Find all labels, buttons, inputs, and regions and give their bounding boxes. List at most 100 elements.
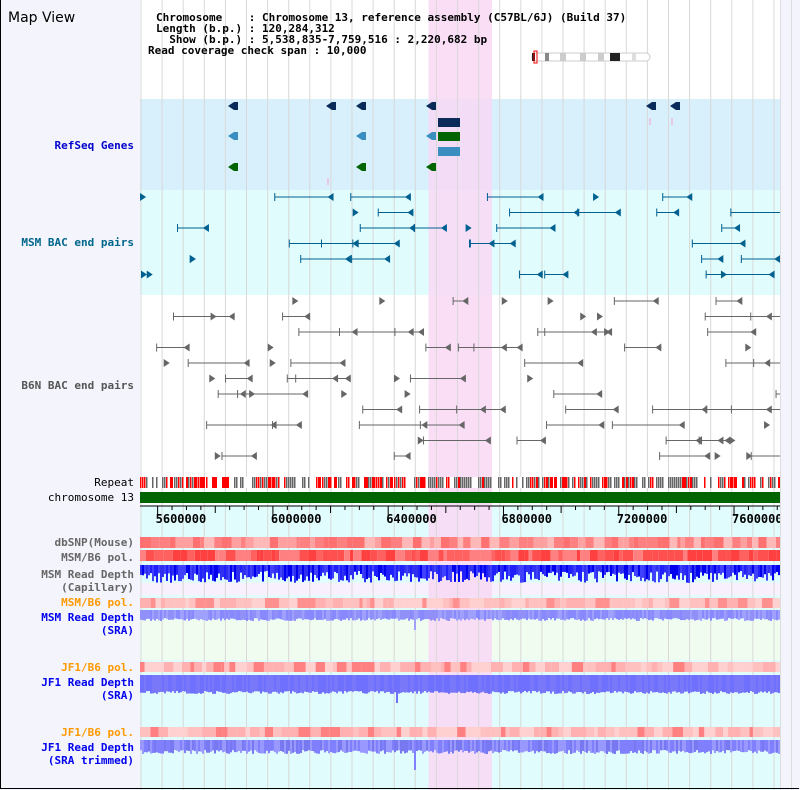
jf1-depth-sra-bar — [272, 675, 274, 692]
repeat-mark — [508, 477, 510, 488]
jf1-pol-cell — [336, 662, 347, 672]
msm-depth-sra-bar — [268, 610, 270, 621]
jf1-pol-cell — [315, 662, 325, 672]
msm-depth-cap-bar — [464, 565, 466, 580]
msm-depth-sra-bar — [546, 610, 548, 621]
msm-depth-sra-bar — [620, 610, 622, 619]
msm-depth-cap-bar — [614, 565, 616, 575]
msm-depth-cap-bar — [462, 565, 464, 582]
jf1-depth-sra-bar — [550, 675, 552, 694]
msm-pol-sra-cell — [205, 598, 215, 608]
jf1-depth-trim-bar — [720, 740, 722, 753]
msm-depth-sra-bar — [472, 610, 474, 620]
msm-pol-cell — [652, 550, 659, 561]
track-label-msm-depth-sra[interactable]: MSM Read Depth (SRA) — [41, 611, 134, 637]
track-label-msm-b6-pol-sra[interactable]: MSM/B6 pol. — [61, 596, 134, 609]
repeat-mark — [174, 477, 176, 488]
msm-depth-cap-bar — [268, 565, 270, 577]
jf1-depth-trim-bar — [410, 740, 412, 751]
repeat-mark — [434, 477, 436, 488]
msm-depth-cap-bar — [316, 565, 318, 578]
msm-depth-sra-bar — [490, 610, 492, 619]
msm-depth-sra-bar — [198, 610, 200, 621]
repeat-mark — [744, 477, 746, 488]
track-label-msm-depth-capillary[interactable]: MSM Read Depth (Capillary) — [41, 568, 134, 594]
jf1-depth-trim-bar — [412, 740, 414, 753]
jf1-depth-sra-bar — [494, 675, 496, 693]
dbsnp-cell — [705, 537, 714, 548]
msm-depth-cap-bar — [560, 565, 562, 577]
jf1-depth-sra-bar — [214, 675, 216, 694]
jf1-depth-trim-bar — [190, 740, 192, 754]
msm-pol-sra-cell — [251, 598, 255, 608]
track-canvas[interactable] — [140, 0, 780, 790]
jf1-depth-sra-bar — [158, 675, 160, 693]
jf1-depth-sra-bar — [190, 675, 192, 694]
msm-depth-cap-bar — [304, 565, 306, 581]
track-label-jf1-b6-pol-2[interactable]: JF1/B6 pol. — [61, 726, 134, 739]
dbsnp-cell — [214, 537, 222, 548]
repeat-mark — [364, 477, 367, 488]
jf1-depth-trim-bar — [594, 740, 596, 754]
msm-depth-sra-bar — [164, 610, 166, 619]
jf1-depth-trim-bar — [622, 740, 624, 754]
jf1-depth-trim-bar — [656, 740, 658, 754]
track-label-jf1-b6-pol[interactable]: JF1/B6 pol. — [61, 661, 134, 674]
msm-depth-sra-bar — [278, 610, 280, 619]
jf1-pol2-cell — [490, 727, 498, 737]
repeat-mark — [606, 477, 608, 488]
msm-pol-sra-cell — [185, 598, 189, 608]
b6n-bac-pair-end — [612, 405, 619, 414]
msm-depth-cap-bar — [756, 565, 758, 579]
msm-depth-cap-bar — [628, 565, 630, 575]
jf1-pol-cell — [173, 662, 182, 672]
msm-pol-sra-cell — [609, 598, 613, 608]
jf1-pol2-cell — [683, 727, 694, 737]
track-label-dbsnp[interactable]: dbSNP(Mouse) — [54, 536, 134, 549]
msm-pol-sra-cell — [747, 598, 756, 608]
jf1-depth-trim-bar — [774, 740, 776, 753]
msm-depth-sra-bar — [420, 610, 422, 621]
msm-depth-sra-bar — [194, 610, 196, 619]
msm-depth-cap-bar — [158, 565, 160, 574]
jf1-depth-sra-bar — [194, 675, 196, 694]
jf1-depth-trim-bar — [572, 740, 574, 754]
track-label-jf1-depth-sra[interactable]: JF1 Read Depth (SRA) — [41, 676, 134, 702]
msm-depth-sra-bar — [560, 610, 562, 620]
track-label-msm-bac[interactable]: MSM BAC end pairs — [21, 236, 134, 249]
jf1-depth-sra-bar — [706, 675, 708, 692]
jf1-depth-sra-bar — [366, 675, 368, 694]
msm-depth-cap-bar — [738, 565, 740, 573]
b6n-bac-pair-end — [444, 343, 451, 352]
track-label-b6n-bac[interactable]: B6N BAC end pairs — [21, 379, 134, 392]
msm-depth-cap-bar — [446, 565, 448, 581]
msm-pol-sra-cell — [306, 598, 316, 608]
msm-depth-cap-bar — [256, 565, 258, 577]
msm-depth-sra-bar — [330, 610, 332, 621]
track-label-refseq[interactable]: RefSeq Genes — [54, 139, 134, 152]
jf1-depth-sra-bar — [186, 675, 188, 694]
msm-pol-cell — [361, 550, 367, 561]
msm-pol-cell — [411, 550, 416, 561]
msm-pol-cell — [667, 550, 675, 561]
msm-depth-cap-bar — [238, 565, 240, 582]
jf1-pol-cell — [769, 662, 776, 672]
track-label-jf1-depth-trimmed[interactable]: JF1 Read Depth (SRA trimmed) — [41, 741, 134, 767]
msm-depth-sra-bar — [462, 610, 464, 619]
repeat-mark — [366, 477, 369, 488]
jf1-depth-sra-bar — [756, 675, 758, 694]
jf1-depth-sra-bar — [292, 675, 294, 692]
msm-depth-cap-bar — [156, 565, 158, 583]
msm-depth-sra-bar — [218, 610, 220, 619]
msm-depth-cap-bar — [370, 565, 372, 583]
jf1-depth-trim-bar — [208, 740, 210, 753]
msm-pol-sra-cell — [452, 598, 460, 608]
track-label-msm-b6-pol[interactable]: MSM/B6 pol. — [61, 551, 134, 564]
jf1-depth-trim-bar — [614, 740, 616, 754]
jf1-depth-trim-bar — [164, 740, 166, 752]
msm-depth-sra-bar — [294, 610, 296, 621]
msm-depth-cap-bar — [492, 565, 494, 582]
jf1-depth-trim-bar — [394, 740, 396, 753]
jf1-depth-sra-bar — [680, 675, 682, 694]
msm-pol-cell — [658, 550, 668, 561]
